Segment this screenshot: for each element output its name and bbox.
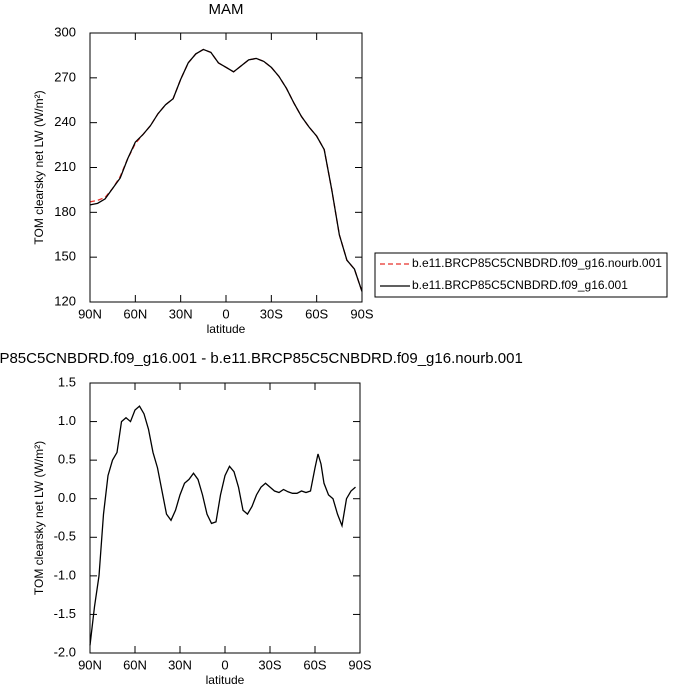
x-axis-label: latitude <box>207 322 246 336</box>
x-axis-label: latitude <box>206 673 245 687</box>
y-tick-label: -1.5 <box>54 606 76 621</box>
x-tick-label: 30S <box>258 657 281 672</box>
y-tick-label: 120 <box>54 293 76 308</box>
data-line <box>89 48 363 292</box>
y-axis-label: TOM clearsky net LW (W/m²) <box>32 90 46 244</box>
y-tick-label: -1.0 <box>54 567 76 582</box>
y-tick-label: 300 <box>54 24 76 39</box>
x-tick-label: 60S <box>303 657 326 672</box>
x-tick-label: 30N <box>168 657 192 672</box>
x-tick-label: 90S <box>348 657 371 672</box>
x-tick-label: 60N <box>123 306 147 321</box>
y-tick-label: 0.0 <box>58 490 76 505</box>
chart-title: b.e11.BRCP85C5CNBDRD.f09_g16.001 - b.e11… <box>0 350 523 367</box>
x-tick-label: 90N <box>78 306 102 321</box>
y-tick-label: 180 <box>54 204 76 219</box>
x-tick-label: 0 <box>222 306 229 321</box>
y-tick-label: 1.5 <box>58 374 76 389</box>
legend-box <box>374 252 668 298</box>
chart-title: MAM <box>209 1 244 18</box>
x-tick-label: 60S <box>305 306 328 321</box>
y-tick-label: -2.0 <box>54 644 76 659</box>
legend-label: b.e11.BRCP85C5CNBDRD.f09_g16.nourb.001 <box>412 256 662 270</box>
plot-frame <box>89 382 361 654</box>
x-tick-label: 0 <box>221 657 228 672</box>
x-tick-label: 30N <box>169 306 193 321</box>
plot-frame <box>89 32 363 303</box>
y-tick-label: 240 <box>54 114 76 129</box>
y-tick-label: 270 <box>54 69 76 84</box>
x-tick-label: 90S <box>350 306 373 321</box>
y-tick-label: 210 <box>54 159 76 174</box>
y-tick-label: 150 <box>54 249 76 264</box>
y-tick-label: -0.5 <box>54 529 76 544</box>
data-line <box>89 48 363 292</box>
legend-label: b.e11.BRCP85C5CNBDRD.f09_g16.001 <box>412 278 628 292</box>
y-tick-label: 1.0 <box>58 413 76 428</box>
y-axis-label: TOM clearsky net LW (W/m²) <box>32 441 46 595</box>
data-line <box>89 405 356 646</box>
x-tick-label: 60N <box>123 657 147 672</box>
y-tick-label: 0.5 <box>58 452 76 467</box>
x-tick-label: 90N <box>78 657 102 672</box>
x-tick-label: 30S <box>260 306 283 321</box>
